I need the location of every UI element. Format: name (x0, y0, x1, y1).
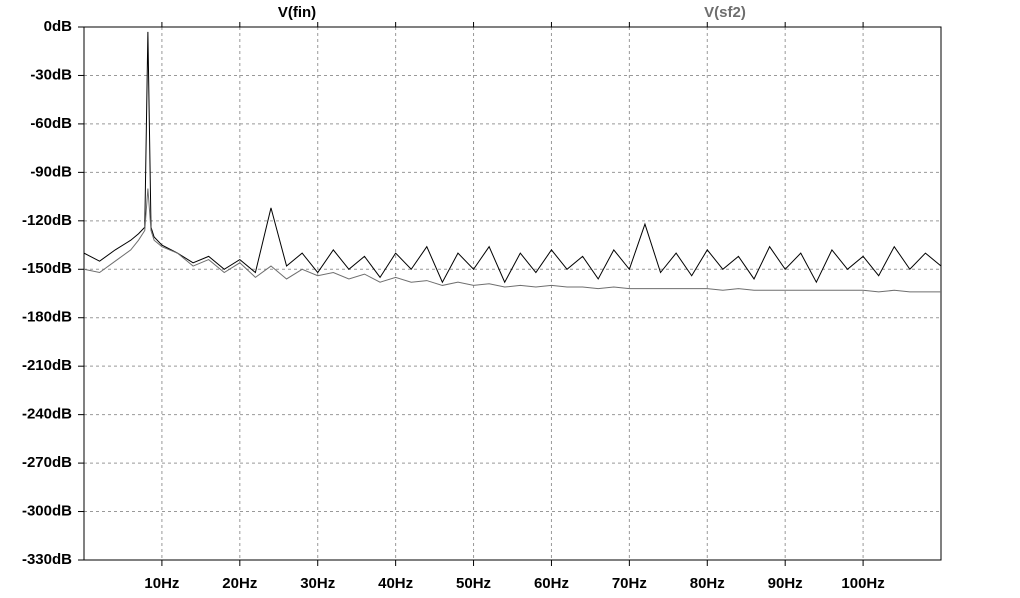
y-tick-label: -300dB (22, 503, 72, 520)
plot-frame (83, 26, 942, 561)
y-tick-label: 0dB (44, 18, 73, 35)
x-tick-label: 40Hz (378, 575, 413, 592)
y-tick-label: -90dB (30, 163, 72, 180)
x-tick-label: 100Hz (841, 575, 884, 592)
x-tick-label: 10Hz (144, 575, 179, 592)
y-tick-label: -270dB (22, 454, 72, 471)
x-tick-label: 60Hz (534, 575, 569, 592)
y-tick-label: -210dB (22, 357, 72, 374)
x-tick-label: 20Hz (222, 575, 257, 592)
y-tick-label: -330dB (22, 551, 72, 568)
x-tick-label: 50Hz (456, 575, 491, 592)
x-tick-label: 80Hz (690, 575, 725, 592)
x-tick-label: 90Hz (768, 575, 803, 592)
y-tick-label: -120dB (22, 212, 72, 229)
series-line (83, 188, 941, 293)
legend-entry: V(fin) (278, 4, 316, 21)
y-tick-label: -150dB (22, 260, 72, 277)
y-tick-label: -180dB (22, 309, 72, 326)
legend-entry: V(sf2) (704, 4, 746, 21)
y-tick-label: -30dB (30, 66, 72, 83)
x-tick-label: 30Hz (300, 575, 335, 592)
y-tick-label: -240dB (22, 406, 72, 423)
y-tick-label: -60dB (30, 115, 72, 132)
x-tick-label: 70Hz (612, 575, 647, 592)
